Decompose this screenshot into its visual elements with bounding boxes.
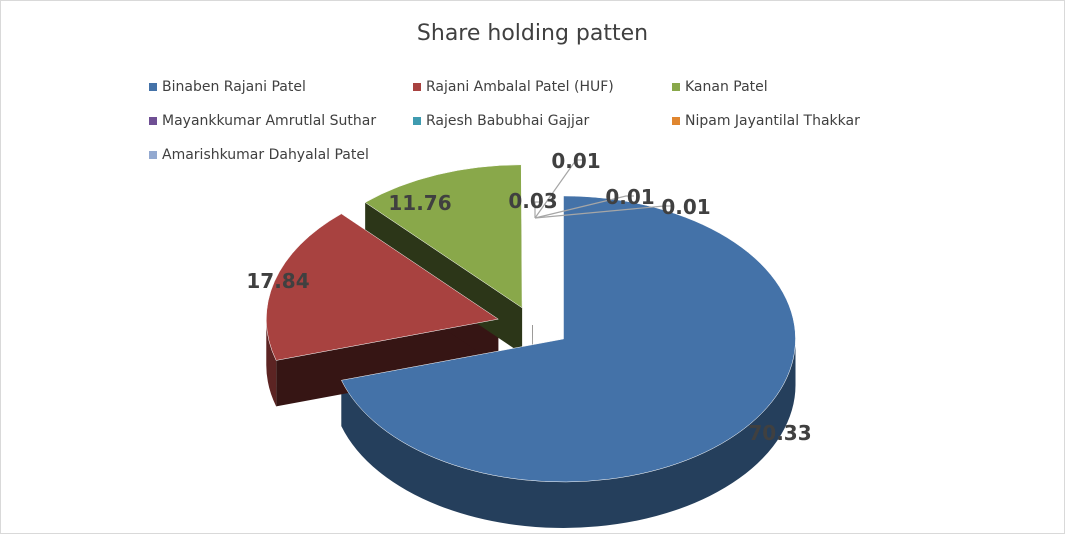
legend-swatch: [413, 83, 421, 91]
data-label: 0.01: [661, 195, 710, 219]
legend-item-rajesh: Rajesh Babubhai Gajjar: [413, 113, 589, 129]
leader-line: [534, 195, 634, 219]
pie-slice-1: [266, 213, 499, 361]
legend-swatch: [149, 117, 157, 125]
legend-label: Kanan Patel: [685, 79, 768, 95]
data-label: 0.01: [605, 185, 654, 209]
legend-label: Mayankkumar Amrutlal Suthar: [162, 113, 377, 129]
legend-item-amarishkumar: Amarishkumar Dahyalal Patel: [149, 147, 369, 163]
legend-item-kanan: Kanan Patel: [672, 79, 768, 95]
legend-swatch: [149, 151, 157, 159]
legend-swatch: [672, 117, 680, 125]
data-label: 70.33: [748, 421, 811, 445]
pie-slice-2: [364, 164, 523, 309]
legend-label: Rajesh Babubhai Gajjar: [426, 113, 590, 129]
legend-swatch: [149, 83, 157, 91]
pie-slices: [266, 164, 796, 483]
legend-label: Amarishkumar Dahyalal Patel: [162, 147, 369, 163]
legend-swatch: [672, 83, 680, 91]
legend-label: Rajani Ambalal Patel (HUF): [426, 79, 614, 95]
leader-line: [534, 159, 584, 219]
data-label: 17.84: [246, 269, 309, 293]
legend-label: Nipam Jayantilal Thakkar: [685, 113, 860, 129]
chart-title: Share holding patten: [416, 21, 649, 46]
legend-label: Binaben Rajani Patel: [162, 79, 306, 95]
slice-radial-wall: [276, 319, 499, 407]
slice-outer-wall: [341, 338, 796, 528]
legend-item-mayankkumar: Mayankkumar Amrutlal Suthar: [149, 113, 376, 129]
legend-swatch: [413, 117, 421, 125]
data-label: 0.03: [508, 189, 557, 213]
pie-slice-0: [341, 195, 796, 483]
legend-item-binaben: Binaben Rajani Patel: [149, 79, 306, 95]
data-label: 11.76: [388, 191, 451, 215]
data-label: 0.01: [551, 149, 600, 173]
leader-line: [534, 205, 672, 219]
legend-item-nipam: Nipam Jayantilal Thakkar: [672, 113, 860, 129]
leader-line: [534, 201, 543, 218]
leader-lines: [534, 159, 672, 219]
legend-item-rajani: Rajani Ambalal Patel (HUF): [413, 79, 614, 95]
